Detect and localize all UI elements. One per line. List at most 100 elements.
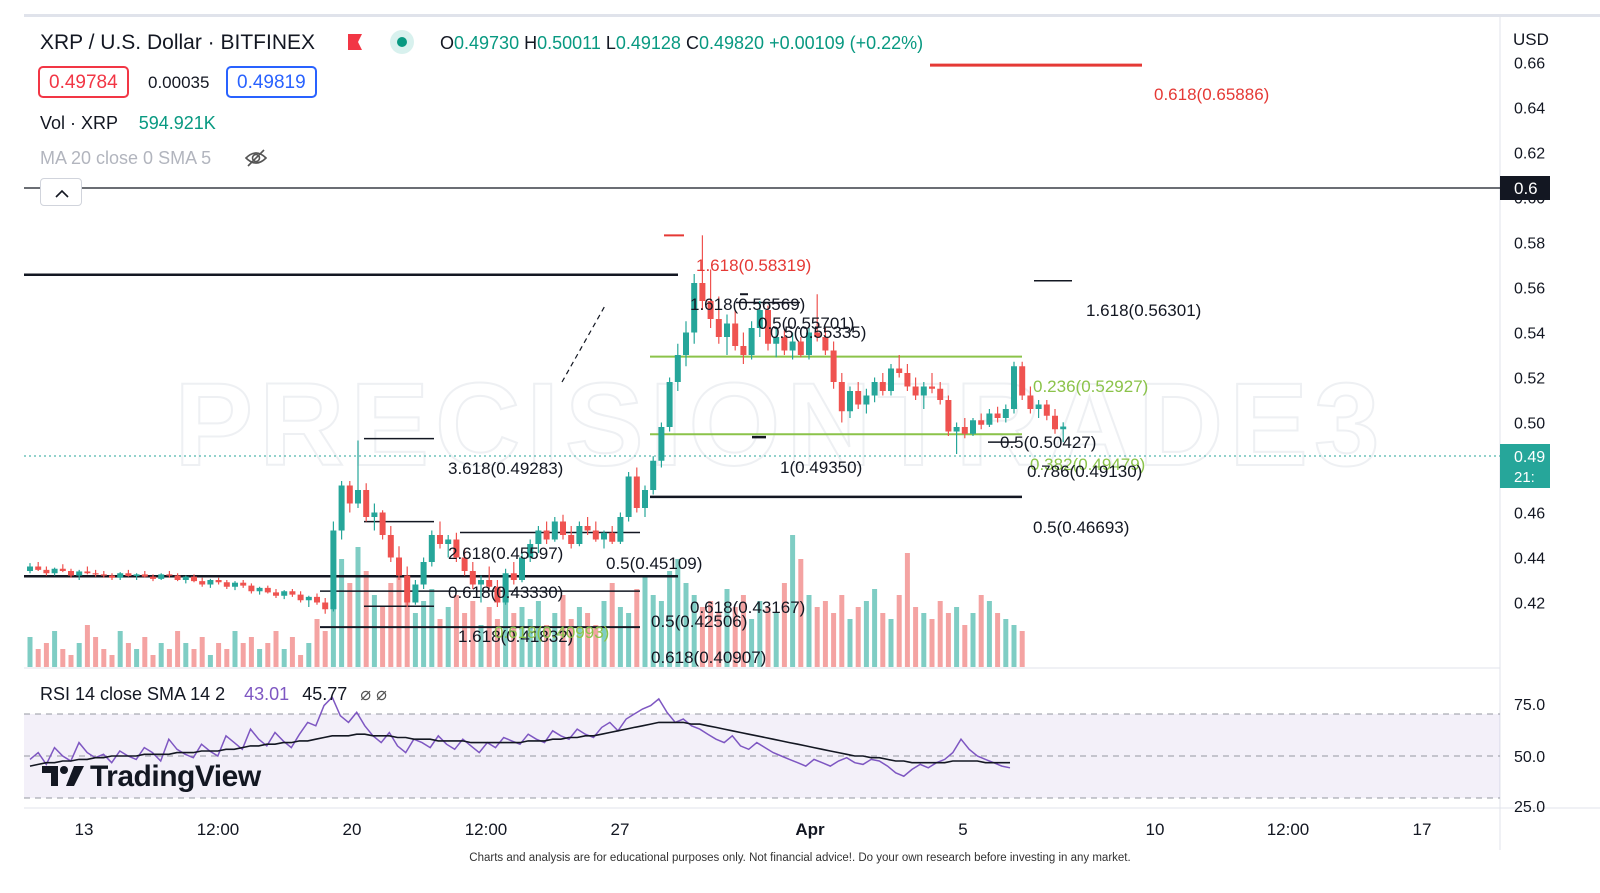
flag-icon[interactable] bbox=[346, 33, 362, 51]
price-axis-label: 0.58 bbox=[1514, 236, 1545, 253]
candle-body bbox=[191, 576, 197, 582]
hidden-eye-icon[interactable] bbox=[244, 148, 268, 173]
symbol-title[interactable]: XRP / U.S. Dollar · BITFINEX bbox=[40, 31, 315, 54]
candle-body bbox=[756, 310, 763, 328]
volume-bar bbox=[675, 559, 681, 667]
volume-bar bbox=[962, 625, 968, 667]
black-line-price-tag-label: 0.6 bbox=[1514, 179, 1538, 198]
volume-bar bbox=[101, 649, 107, 667]
market-status-icon[interactable] bbox=[390, 30, 414, 54]
time-axis-label: 12:00 bbox=[197, 820, 240, 839]
volume-bar bbox=[27, 637, 33, 667]
candle-body bbox=[527, 544, 534, 558]
candle-body bbox=[724, 323, 730, 337]
volume-bar bbox=[93, 637, 99, 667]
candle-body bbox=[633, 476, 640, 508]
fib-label: 0.382(0.49479) bbox=[1030, 455, 1145, 474]
candle-body bbox=[1052, 415, 1058, 430]
volume-bar bbox=[708, 601, 714, 667]
candle-body bbox=[1002, 409, 1009, 418]
volume-legend[interactable]: Vol · XRP 594.921K bbox=[40, 113, 216, 134]
volume-bar bbox=[322, 631, 328, 667]
candle-body bbox=[609, 532, 616, 542]
volume-bar bbox=[986, 601, 992, 667]
currency-label[interactable]: USD bbox=[1513, 30, 1549, 49]
candle-body bbox=[453, 539, 460, 558]
fib-label: 1.618(0.56569) bbox=[690, 295, 805, 314]
candle-body bbox=[683, 332, 689, 355]
rsi-legend[interactable]: RSI 14 close SMA 14 2 43.01 45.77 ⌀ ⌀ bbox=[40, 684, 387, 705]
candle-body bbox=[929, 386, 935, 389]
volume-bar bbox=[617, 607, 623, 667]
candle-body bbox=[240, 582, 247, 586]
rsi-ma-line bbox=[29, 721, 1010, 767]
volume-bar bbox=[585, 613, 591, 667]
volume-bar bbox=[691, 595, 697, 667]
candle-body bbox=[387, 535, 394, 558]
fib-label: 0.5(0.50427) bbox=[1000, 433, 1096, 452]
candle-body bbox=[469, 571, 476, 585]
candle-body bbox=[584, 526, 591, 531]
volume-bar bbox=[248, 637, 254, 667]
volume-bar bbox=[593, 625, 599, 667]
fib-label: 1.618(0.56301) bbox=[1086, 301, 1201, 320]
volume-bar bbox=[978, 595, 984, 667]
volume-bar bbox=[609, 583, 615, 667]
candle-body bbox=[59, 568, 66, 571]
buy-price-button[interactable]: 0.49819 bbox=[226, 66, 317, 98]
candle-body bbox=[264, 587, 271, 593]
price-axis-label: 0.52 bbox=[1514, 371, 1545, 388]
candle-body bbox=[420, 562, 427, 585]
candle-body bbox=[182, 576, 189, 580]
candle-body bbox=[371, 512, 378, 517]
sell-price-button[interactable]: 0.49784 bbox=[38, 66, 129, 98]
candle-body bbox=[133, 574, 140, 576]
volume-bar bbox=[790, 535, 796, 667]
candle-body bbox=[699, 283, 706, 301]
change-value: +0.00109 (+0.22%) bbox=[769, 33, 924, 53]
rsi-label: RSI 14 close SMA 14 2 bbox=[40, 684, 226, 704]
candle-body bbox=[297, 594, 304, 601]
black-line-price-tag bbox=[1500, 176, 1550, 200]
collapse-legend-button[interactable] bbox=[40, 178, 82, 206]
volume-bar bbox=[650, 595, 656, 667]
candle-body bbox=[207, 580, 214, 585]
volume-bar bbox=[232, 631, 238, 667]
disclaimer: Charts and analysis are for educational … bbox=[469, 852, 1131, 864]
volume-bar bbox=[626, 613, 632, 667]
candle-body bbox=[888, 368, 894, 391]
ma-legend[interactable]: MA 20 close 0 SMA 5 bbox=[40, 148, 212, 168]
price-axis[interactable]: 0.660.640.620.600.580.560.540.520.500.48… bbox=[1514, 56, 1545, 613]
volume-bar bbox=[175, 631, 181, 667]
volume-bar bbox=[216, 643, 222, 667]
fib-label: 3.618(0.49283) bbox=[448, 459, 563, 478]
volume-bar bbox=[388, 583, 394, 667]
volume-bar bbox=[921, 613, 927, 667]
candle-body bbox=[658, 427, 665, 461]
candle-body bbox=[141, 574, 148, 577]
volume-bar bbox=[265, 643, 271, 667]
volume-bar bbox=[560, 595, 566, 667]
volume-bar bbox=[773, 613, 779, 667]
volume-value: 594.921K bbox=[138, 113, 216, 133]
candle-body bbox=[502, 573, 509, 603]
current-price-tag bbox=[1500, 444, 1550, 488]
volume-bar bbox=[191, 649, 197, 667]
candle-body bbox=[970, 420, 976, 434]
candle-body bbox=[232, 582, 238, 587]
fib-label: 2.618(0.45597) bbox=[448, 544, 563, 563]
candle-body bbox=[715, 319, 722, 337]
candle-body bbox=[273, 592, 279, 596]
volume-bar bbox=[306, 643, 312, 667]
chart-frame bbox=[24, 14, 1600, 850]
volume-bar bbox=[470, 601, 476, 667]
time-axis[interactable]: 13 12:00 20 12:00 27 Apr 5 10 12:00 17 bbox=[75, 820, 1432, 839]
low-label: L bbox=[605, 33, 616, 53]
candle-body bbox=[27, 566, 33, 571]
volume-bar bbox=[831, 613, 837, 667]
price-axis-label: 0.56 bbox=[1514, 281, 1545, 298]
candle-body bbox=[117, 573, 124, 578]
candle-body bbox=[1035, 404, 1042, 409]
candle-body bbox=[428, 535, 435, 562]
